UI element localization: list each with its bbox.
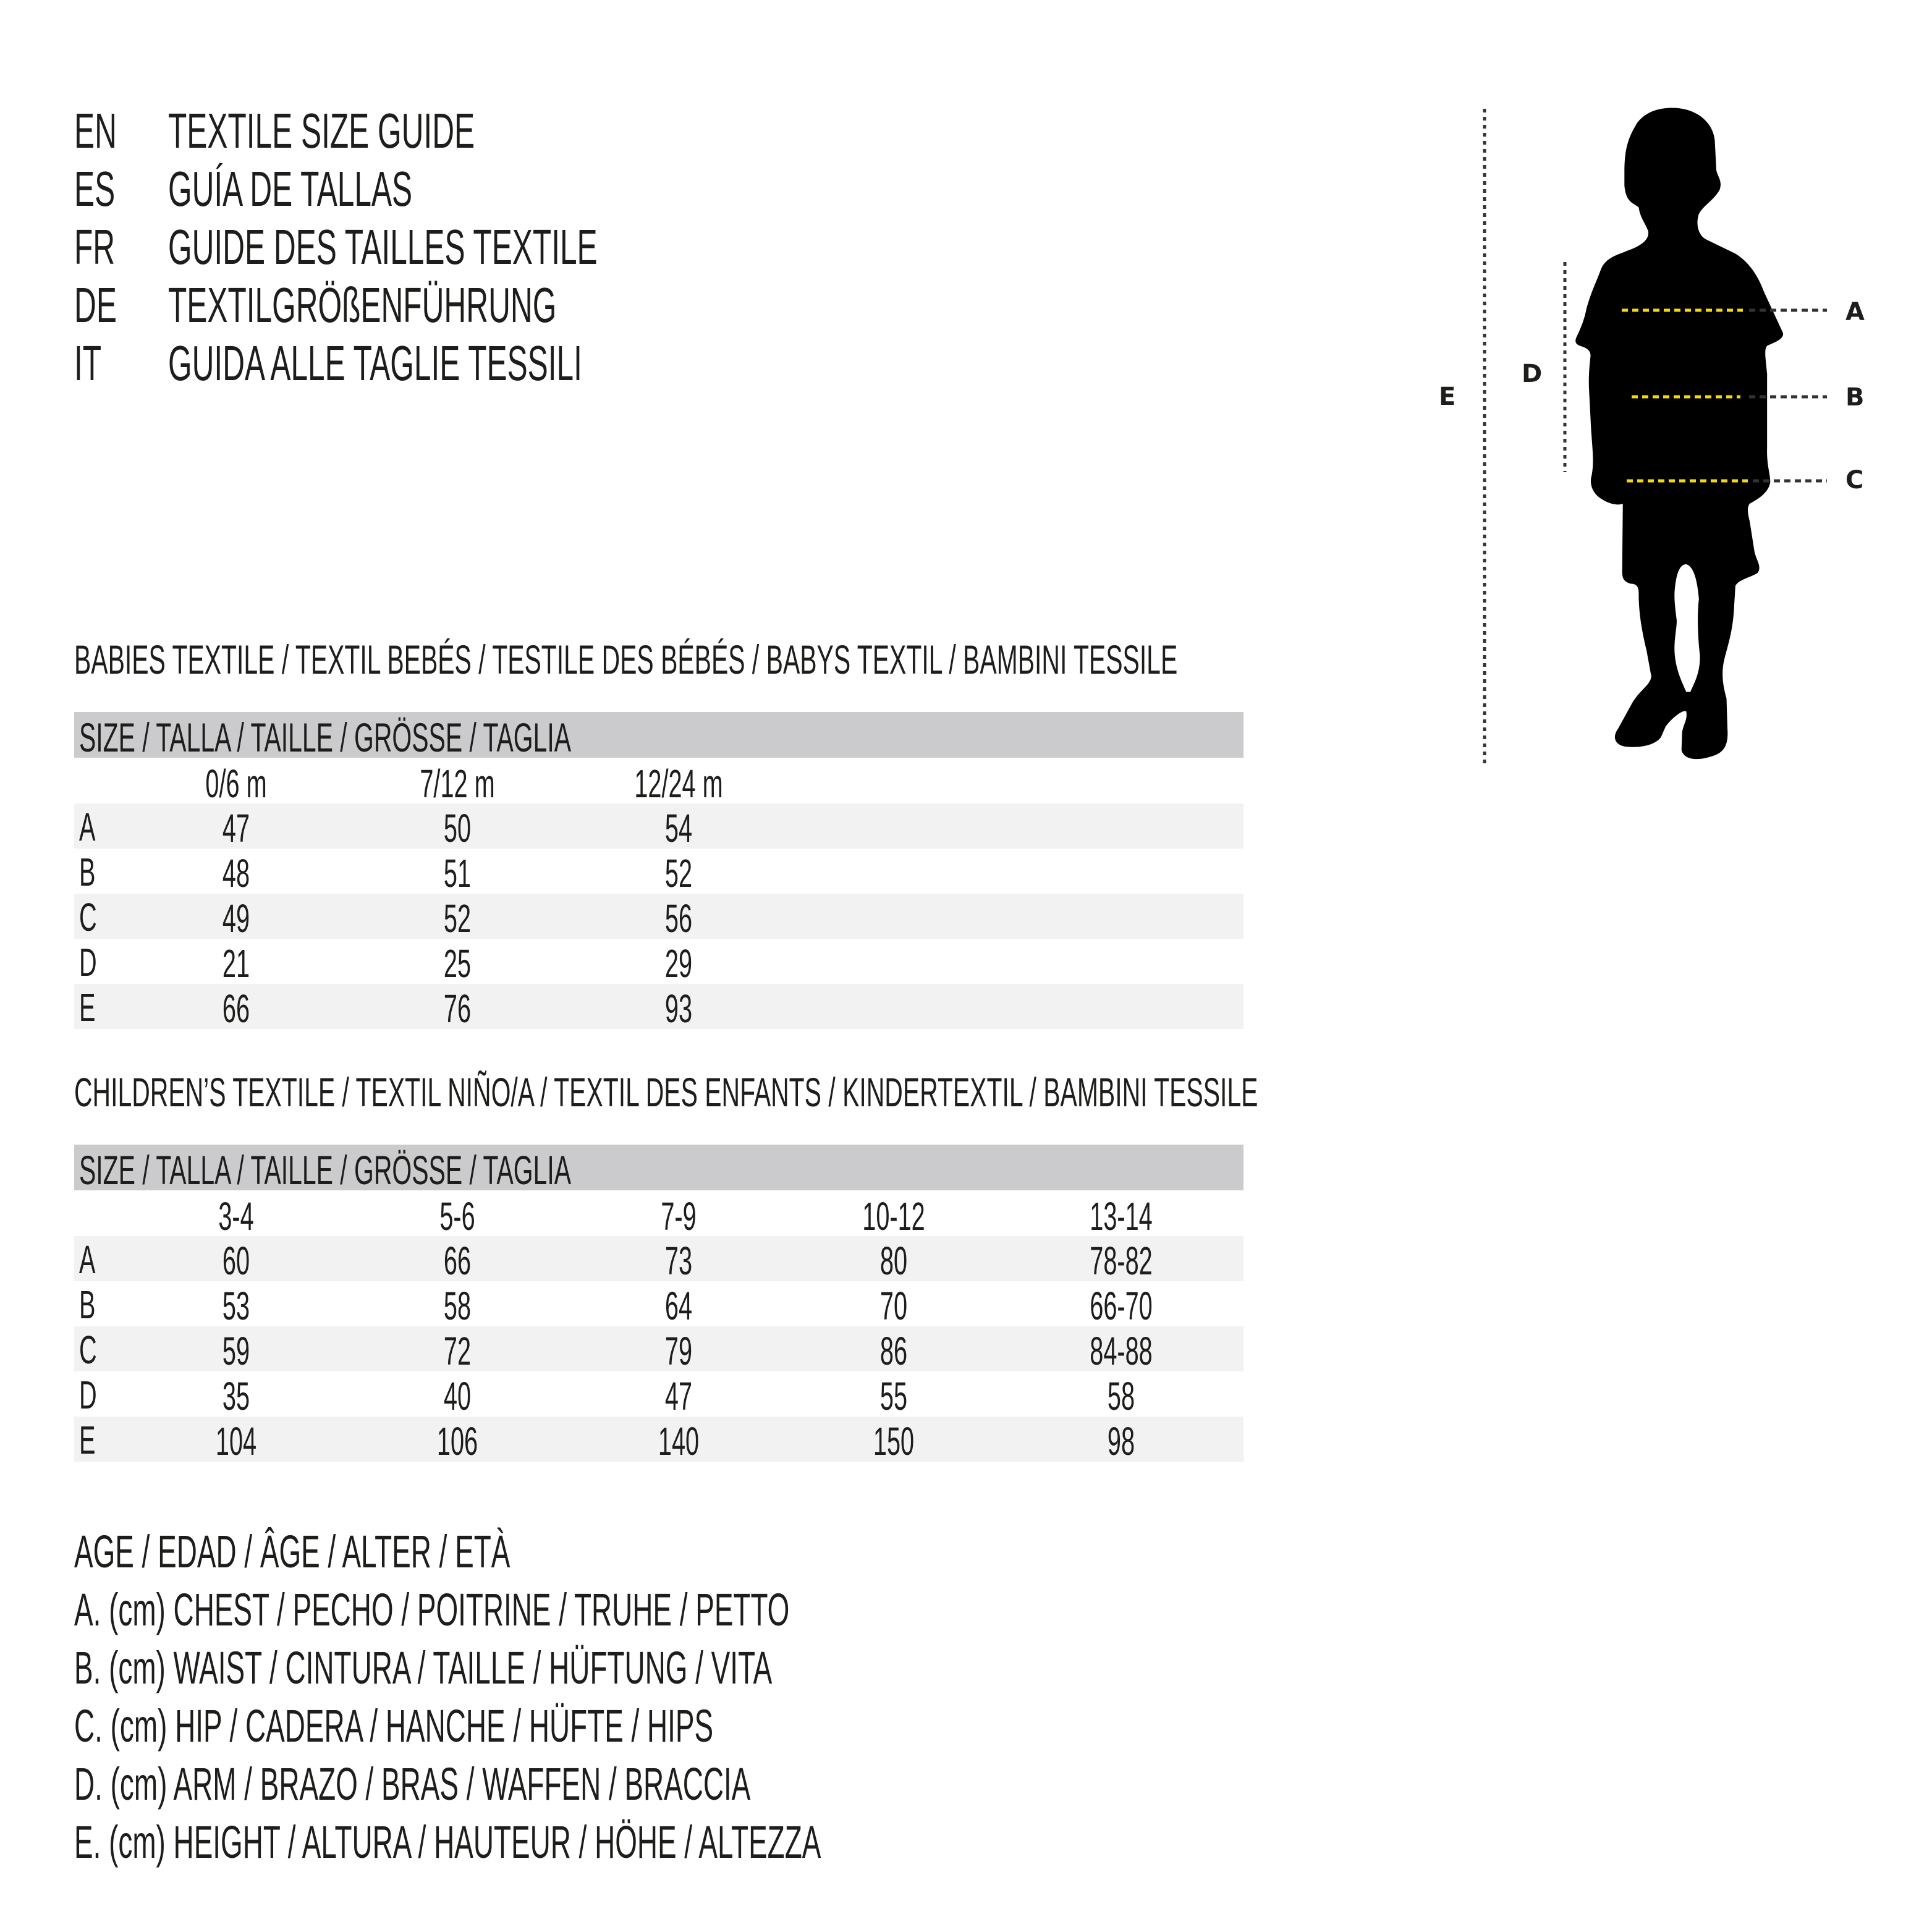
table-cell: 60 xyxy=(222,1239,250,1283)
table-cell: 51 xyxy=(443,851,472,896)
size-header-label: SIZE / TALLA / TAILLE / GRÖSSE / TAGLIA xyxy=(79,1147,571,1193)
table-cell: 40 xyxy=(443,1374,472,1418)
column-header: 7/12 m xyxy=(420,761,495,806)
table-row-shade xyxy=(74,984,1244,1029)
table-cell: 56 xyxy=(664,896,693,941)
legend-item: E. (cm) HEIGHT / ALTURA / HAUTEUR / HÖHE… xyxy=(74,1816,821,1868)
language-code: ES xyxy=(74,161,116,216)
table-row-shade xyxy=(74,1236,1244,1281)
table-cell: 140 xyxy=(658,1419,700,1464)
label-b: B xyxy=(1845,383,1865,412)
column-header: 10-12 xyxy=(862,1194,925,1239)
table-cell: 49 xyxy=(222,896,250,941)
table-cell: 104 xyxy=(215,1419,257,1464)
section-heading: CHILDREN’S TEXTILE / TEXTIL NIÑO/A / TEX… xyxy=(74,1069,1258,1115)
column-header: 3-4 xyxy=(218,1194,254,1239)
table-cell: 76 xyxy=(443,986,472,1031)
label-e: E xyxy=(1439,383,1455,411)
row-label: E xyxy=(79,1418,96,1462)
table-cell: 50 xyxy=(443,806,472,850)
table-cell: 29 xyxy=(664,941,693,986)
legend-item: AGE / EDAD / ÂGE / ALTER / ETÀ xyxy=(74,1526,511,1577)
legend-item: C. (cm) HIP / CADERA / HANCHE / HÜFTE / … xyxy=(74,1700,714,1752)
table-cell: 72 xyxy=(443,1329,472,1373)
label-c: C xyxy=(1845,466,1863,494)
table-cell: 48 xyxy=(222,851,250,896)
table-cell: 93 xyxy=(664,986,693,1031)
legend-item: B. (cm) WAIST / CINTURA / TAILLE / HÜFTU… xyxy=(74,1642,773,1693)
table-cell: 70 xyxy=(879,1284,908,1328)
size-header-label: SIZE / TALLA / TAILLE / GRÖSSE / TAGLIA xyxy=(79,714,571,760)
table-cell: 86 xyxy=(879,1329,908,1373)
table-cell: 66 xyxy=(222,986,250,1031)
row-label: B xyxy=(79,850,96,894)
table-cell: 47 xyxy=(664,1374,693,1418)
row-label: A xyxy=(79,805,96,849)
table-cell: 53 xyxy=(222,1284,250,1328)
language-code: EN xyxy=(74,103,117,158)
child-silhouette-icon xyxy=(1575,108,1784,760)
table-cell: 84-88 xyxy=(1090,1329,1153,1373)
column-header: 13-14 xyxy=(1090,1194,1153,1239)
title-text: GUIDA ALLE TAGLIE TESSILI xyxy=(168,336,582,391)
title-text: GUIDE DES TAILLES TEXTILE xyxy=(168,219,598,274)
column-header: 5-6 xyxy=(439,1194,475,1239)
table-row-shade xyxy=(74,1326,1244,1371)
row-label: B xyxy=(79,1282,96,1327)
legend-item: D. (cm) ARM / BRAZO / BRAS / WAFFEN / BR… xyxy=(74,1758,751,1810)
section-heading: BABIES TEXTILE / TEXTIL BEBÉS / TESTILE … xyxy=(74,637,1178,682)
label-d: D xyxy=(1522,360,1542,388)
table-row-shade xyxy=(74,1417,1244,1462)
column-header: 12/24 m xyxy=(634,761,723,806)
table-cell: 64 xyxy=(664,1284,693,1328)
language-code: IT xyxy=(74,336,102,391)
table-cell: 58 xyxy=(443,1284,472,1328)
table-row-shade xyxy=(74,803,1244,849)
table-cell: 79 xyxy=(664,1329,693,1373)
row-label: A xyxy=(79,1237,96,1282)
table-cell: 80 xyxy=(879,1239,908,1283)
table-cell: 54 xyxy=(664,806,693,850)
table-cell: 47 xyxy=(222,806,250,850)
table-cell: 78-82 xyxy=(1090,1239,1153,1283)
table-cell: 73 xyxy=(664,1239,693,1283)
table-cell: 59 xyxy=(222,1329,250,1373)
language-code: FR xyxy=(74,219,116,274)
table-cell: 52 xyxy=(664,851,693,896)
row-label: E xyxy=(79,985,96,1030)
size-header-bar xyxy=(74,712,1244,758)
table-cell: 21 xyxy=(222,941,250,986)
row-label: D xyxy=(79,1373,97,1417)
label-a: A xyxy=(1845,298,1865,326)
row-label: D xyxy=(79,940,97,985)
table-cell: 25 xyxy=(443,941,472,986)
title-text: TEXTILE SIZE GUIDE xyxy=(168,103,475,158)
title-text: TEXTILGRÖßENFÜHRUNG xyxy=(168,278,557,333)
table-cell: 106 xyxy=(436,1419,478,1464)
legend-item: A. (cm) CHEST / PECHO / POITRINE / TRUHE… xyxy=(74,1584,790,1635)
table-cell: 55 xyxy=(879,1374,908,1418)
table-cell: 52 xyxy=(443,896,472,941)
table-row-shade xyxy=(74,894,1244,939)
language-code: DE xyxy=(74,278,117,333)
row-label: C xyxy=(79,1328,97,1372)
table-cell: 150 xyxy=(873,1419,915,1464)
title-text: GUÍA DE TALLAS xyxy=(168,161,413,216)
column-header: 7-9 xyxy=(661,1194,697,1239)
table-cell: 66-70 xyxy=(1090,1284,1153,1328)
column-header: 0/6 m xyxy=(205,761,267,806)
size-header-bar xyxy=(74,1145,1244,1190)
table-cell: 58 xyxy=(1107,1374,1135,1418)
table-cell: 66 xyxy=(443,1239,472,1283)
row-label: C xyxy=(79,895,97,939)
table-cell: 35 xyxy=(222,1374,250,1418)
table-cell: 98 xyxy=(1107,1419,1135,1464)
